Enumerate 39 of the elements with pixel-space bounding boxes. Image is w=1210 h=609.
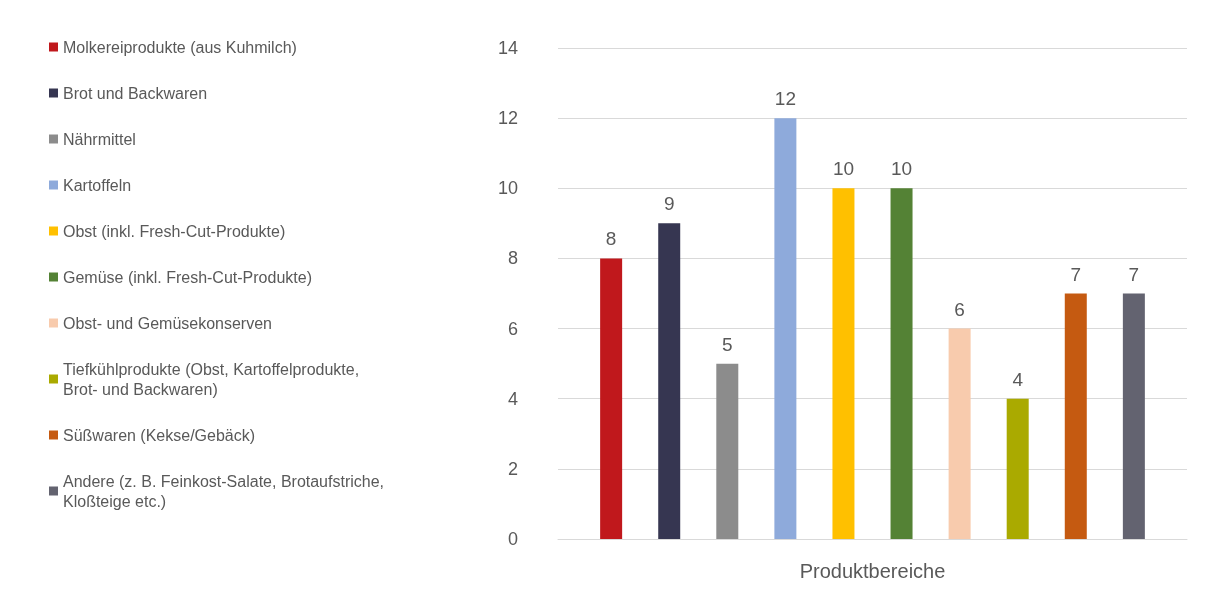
bar (716, 363, 739, 539)
data-label: 6 (954, 298, 965, 320)
bar (658, 223, 681, 539)
y-tick-label: 12 (497, 108, 518, 129)
data-label: 12 (774, 88, 796, 110)
y-tick-label: 14 (497, 38, 518, 58)
legend-label: Kartoffeln (63, 176, 132, 194)
data-label: 10 (890, 158, 913, 180)
y-tick-label: 4 (507, 388, 518, 409)
y-tick-label: 2 (507, 458, 518, 479)
data-label: 4 (1012, 368, 1024, 390)
legend-label: Andere (z. B. Feinkost-Salate, Brotaufstriche, Kloßteige etc.) (63, 472, 389, 510)
data-label: 7 (1128, 263, 1140, 285)
y-tick-label: 8 (507, 248, 518, 269)
legend-label: Gemüse (inkl. Fresh-Cut-Produkte) (63, 268, 312, 286)
legend-label: Tiefkühlprodukte (Obst, Kartoffelprodukte, Brot- und Backwaren) (63, 360, 364, 398)
x-axis-title: Produktbereiche (799, 560, 946, 582)
y-tick-label: 0 (507, 529, 518, 549)
bar (600, 258, 623, 539)
bar (774, 118, 797, 539)
legend-label: Obst- und Gemüsekonserven (63, 314, 272, 332)
bar (948, 328, 971, 539)
data-label: 10 (832, 158, 855, 180)
bar (1122, 293, 1145, 539)
legend-label: Brot und Backwaren (63, 84, 208, 102)
bar (890, 188, 913, 539)
legend-label: Nährmittel (63, 130, 136, 148)
data-label: 5 (722, 333, 733, 355)
bar (1006, 398, 1029, 539)
data-label: 9 (663, 193, 675, 215)
y-tick-label: 6 (507, 318, 518, 339)
bar (1064, 293, 1087, 539)
legend-label: Süßwaren (Kekse/Gebäck) (63, 426, 256, 444)
legend-label: Obst (inkl. Fresh-Cut-Produkte) (63, 222, 286, 240)
bar (832, 188, 855, 539)
legend-label: Molkereiprodukte (aus Kuhmilch) (63, 38, 297, 56)
y-tick-label: 10 (497, 178, 518, 199)
data-label: 8 (605, 228, 617, 250)
data-label: 7 (1070, 263, 1082, 285)
